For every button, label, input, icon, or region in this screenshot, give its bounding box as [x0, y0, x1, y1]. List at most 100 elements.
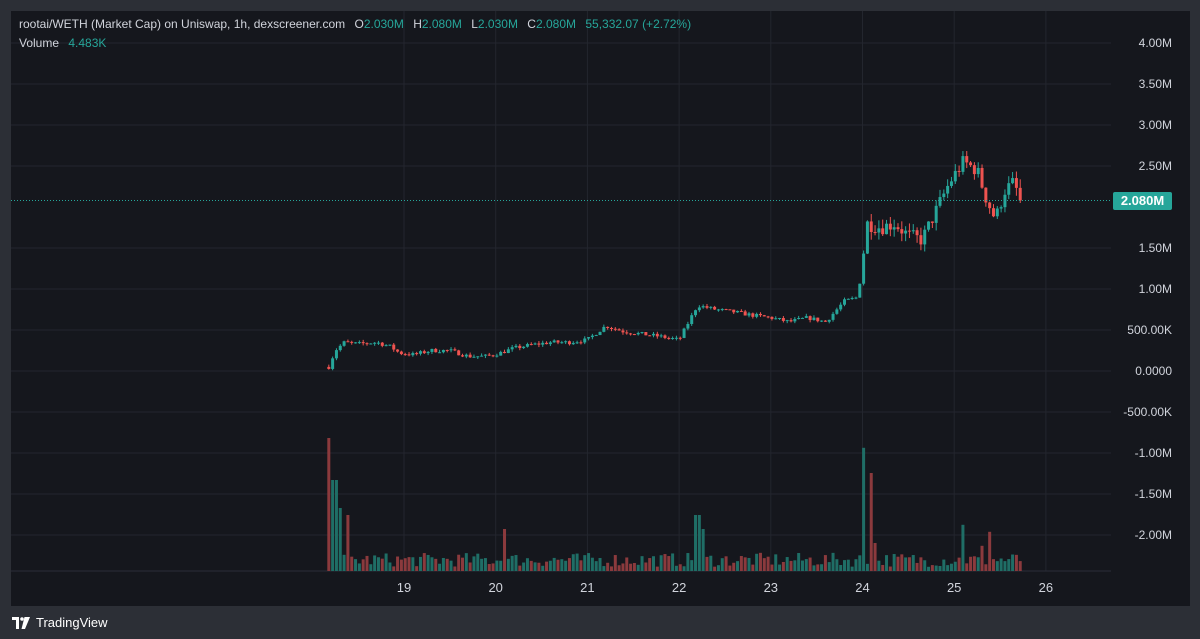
volume-bar: [843, 560, 847, 571]
candle-body: [820, 320, 824, 322]
candle-body: [411, 353, 415, 356]
candle-body: [892, 227, 896, 230]
candle-body: [430, 348, 434, 352]
candle-body: [873, 231, 877, 233]
volume-bar: [904, 557, 908, 571]
candle-body: [594, 335, 598, 337]
candle-body: [632, 334, 636, 336]
candle-body: [843, 299, 847, 305]
volume-bar: [552, 557, 556, 571]
candle-body: [701, 306, 705, 308]
volume-bar: [755, 553, 759, 571]
volume-bar: [384, 553, 388, 571]
candle-body: [1007, 183, 1011, 195]
volume-bar: [808, 557, 812, 571]
volume-bar: [399, 559, 403, 571]
volume-bar: [571, 554, 575, 571]
candle-body: [338, 345, 342, 351]
candle-body: [560, 342, 564, 344]
volume-bar: [877, 560, 881, 571]
volume-bar: [736, 561, 740, 571]
candlestick-chart[interactable]: 4.00M 3.50M 3.00M 2.50M 1.50M 1.00M 500.00K 0.0…: [11, 11, 1190, 606]
candle-body: [846, 298, 850, 300]
candle-body: [812, 317, 816, 321]
candle-body: [598, 331, 602, 336]
volume-bar: [346, 515, 350, 571]
volume-bar: [434, 558, 438, 571]
volume-bar: [923, 560, 927, 571]
candle-body: [766, 316, 770, 318]
volume-bar: [999, 558, 1003, 571]
volume-bar: [739, 556, 743, 571]
candle-body: [529, 344, 533, 346]
candle-body: [541, 342, 545, 345]
candle-body: [972, 165, 976, 175]
candle-body: [957, 170, 961, 172]
candle-body: [510, 347, 514, 350]
volume-bar: [713, 566, 717, 571]
volume-bar: [732, 562, 736, 571]
volume-bar: [953, 561, 957, 571]
volume-bar: [980, 545, 984, 571]
candle-body: [915, 230, 919, 236]
volume-bar: [728, 565, 732, 571]
volume-bar: [705, 556, 709, 571]
volume-bar: [690, 560, 694, 571]
volume-bar: [426, 554, 430, 571]
volume-bar: [785, 557, 789, 571]
volume-bar: [457, 554, 461, 571]
volume-bar: [919, 557, 923, 571]
candle-body: [606, 326, 610, 329]
tradingview-logo[interactable]: TradingView: [12, 615, 108, 630]
y-tick-label: -2.00M: [1135, 528, 1172, 542]
candle-body: [980, 167, 984, 188]
candle-body: [346, 341, 350, 343]
candle-body: [770, 316, 774, 319]
candle-body: [537, 343, 541, 345]
volume-bar: [839, 564, 843, 571]
volume-bar: [850, 566, 854, 571]
candle-body: [384, 345, 388, 347]
volume-bar: [518, 565, 522, 571]
candle-body: [567, 341, 571, 345]
candle-body: [839, 304, 843, 310]
chart-legend: rootai/WETH (Market Cap) on Uniswap, 1h,…: [19, 17, 691, 31]
volume-bar: [587, 553, 591, 571]
candle-body: [823, 320, 827, 322]
candle-body: [365, 343, 369, 345]
candle-body: [930, 221, 934, 223]
volume-bar: [789, 560, 793, 571]
volume-bar: [594, 561, 598, 571]
volume-bar: [380, 558, 384, 571]
candle-body: [480, 355, 484, 357]
candle-body: [609, 328, 613, 330]
high-label: H: [413, 17, 422, 31]
volume-bar: [911, 555, 915, 571]
candle-body: [728, 309, 732, 311]
volume-bar: [812, 565, 816, 571]
volume-bar: [495, 560, 499, 571]
y-tick-label: 1.00M: [1139, 282, 1172, 296]
volume-bar: [648, 558, 652, 571]
candle-body: [1014, 178, 1018, 188]
candle-body: [904, 230, 908, 234]
y-tick-label: 4.00M: [1139, 36, 1172, 50]
candle-body: [522, 346, 526, 349]
candle-body: [361, 342, 365, 344]
volume-bar: [525, 558, 529, 571]
volume-bar: [781, 561, 785, 571]
volume-bar: [632, 562, 636, 571]
volume-bar: [747, 557, 751, 571]
y-tick-label: 500.00K: [1127, 323, 1172, 337]
volume-bar: [900, 554, 904, 571]
volume-bar: [373, 555, 377, 571]
candle-body: [671, 338, 675, 340]
volume-bar: [541, 565, 545, 571]
chart-background: [11, 11, 1190, 606]
candle-body: [342, 341, 346, 346]
candle-body: [472, 356, 476, 358]
candle-body: [751, 313, 755, 317]
volume-bar: [988, 531, 992, 571]
volume-bar: [934, 565, 938, 571]
candle-body: [938, 197, 942, 206]
